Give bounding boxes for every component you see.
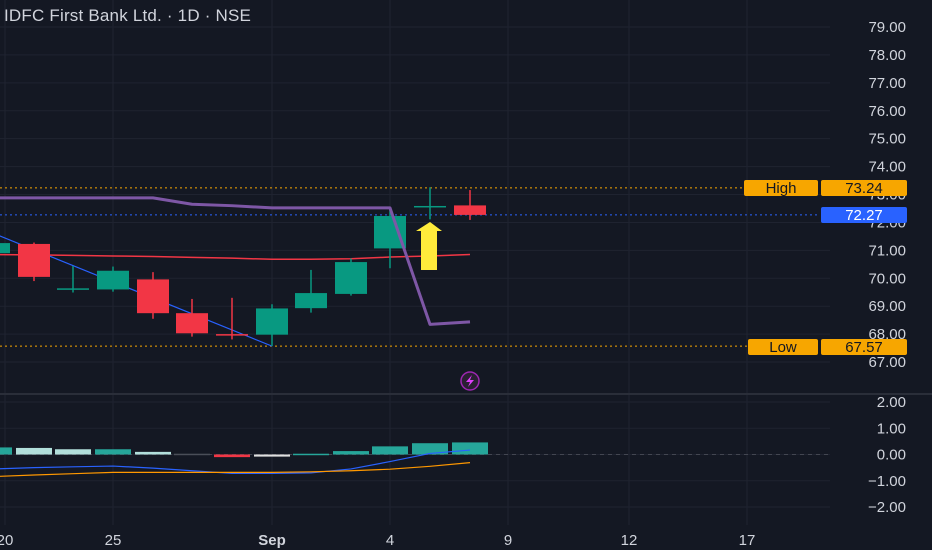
candle-body bbox=[295, 293, 327, 309]
lightning-icon-bolt bbox=[466, 375, 474, 387]
histogram-bar bbox=[452, 442, 488, 455]
histogram-bar bbox=[135, 451, 171, 455]
low-label-bg bbox=[748, 339, 818, 355]
candle bbox=[256, 304, 288, 347]
candle bbox=[295, 269, 327, 313]
low-label-text: Low bbox=[769, 339, 797, 356]
high-label: High bbox=[744, 180, 818, 197]
candle-body bbox=[176, 313, 208, 334]
histogram-bar bbox=[372, 446, 408, 455]
candle-body bbox=[137, 279, 169, 314]
price-axis-label: 70.00 bbox=[868, 270, 906, 287]
histogram-bar bbox=[16, 447, 52, 455]
price-axis-label: 67.00 bbox=[868, 354, 906, 371]
candle bbox=[335, 258, 367, 296]
moving-average-line bbox=[0, 253, 471, 261]
date-axis-label: 9 bbox=[504, 532, 512, 549]
candle-body bbox=[414, 205, 446, 208]
low-value-badge: 67.57 bbox=[821, 339, 907, 356]
histogram-bar bbox=[55, 449, 91, 455]
price-axis-label: 78.00 bbox=[868, 47, 906, 64]
last-price-badge: 72.27 bbox=[821, 207, 907, 224]
histogram-bar bbox=[333, 451, 369, 455]
price-axis-label: 74.00 bbox=[868, 159, 906, 176]
date-axis-label: 12 bbox=[621, 532, 638, 549]
candle-body bbox=[18, 243, 50, 277]
histogram-bar bbox=[95, 449, 131, 455]
low-label: Low bbox=[748, 339, 818, 356]
price-axis-label: 76.00 bbox=[868, 103, 906, 120]
candle-body bbox=[216, 334, 248, 336]
low-value-badge-bg bbox=[821, 339, 907, 355]
candle bbox=[414, 187, 446, 220]
indicator-axis-label: 1.00 bbox=[877, 420, 906, 437]
high-value-badge: 73.24 bbox=[821, 180, 907, 197]
price-axis-label: 69.00 bbox=[868, 298, 906, 315]
date-axis-label: 25 bbox=[105, 532, 122, 549]
indicator-axis-label: 2.00 bbox=[877, 394, 906, 411]
price-axis-label: 79.00 bbox=[868, 19, 906, 36]
price-axis-label: 68.00 bbox=[868, 326, 906, 343]
signal-line bbox=[0, 462, 471, 477]
date-axis-label: Sep bbox=[258, 532, 286, 549]
indicator-axis-label: −1.00 bbox=[868, 473, 906, 490]
candle bbox=[18, 242, 50, 282]
chart-title: IDFC First Bank Ltd. · 1D · NSE bbox=[4, 6, 252, 25]
date-axis-label: 20 bbox=[0, 532, 13, 549]
high-value-badge-bg bbox=[821, 180, 907, 196]
histogram-bar bbox=[0, 447, 12, 455]
high-label-bg bbox=[744, 180, 818, 196]
histogram-bar bbox=[214, 454, 250, 458]
high-label-text: High bbox=[766, 180, 797, 197]
last-price-badge-bg bbox=[821, 207, 907, 223]
candle bbox=[0, 243, 10, 254]
high-value-badge-text: 73.24 bbox=[845, 180, 883, 197]
candle-body bbox=[0, 243, 10, 254]
low-value-badge-text: 67.57 bbox=[845, 339, 883, 356]
candle-body bbox=[335, 262, 367, 294]
candle bbox=[454, 190, 486, 220]
date-axis-label: 4 bbox=[386, 532, 394, 549]
lightning-icon bbox=[460, 371, 480, 391]
histogram-bar bbox=[293, 453, 329, 456]
indicator-axis-label: 0.00 bbox=[877, 447, 906, 464]
candle bbox=[97, 266, 129, 292]
price-axis-label: 71.00 bbox=[868, 242, 906, 259]
date-axis-label: 17 bbox=[739, 532, 756, 549]
histogram-bar bbox=[174, 453, 210, 456]
candle-body bbox=[97, 270, 129, 290]
last-price-badge-text: 72.27 bbox=[845, 207, 883, 224]
histogram-bar bbox=[412, 443, 448, 455]
candle bbox=[176, 298, 208, 337]
candle bbox=[137, 272, 169, 319]
candle bbox=[216, 297, 248, 340]
candle-body bbox=[57, 288, 89, 290]
upper-band-line bbox=[0, 196, 471, 326]
candle-body bbox=[454, 205, 486, 215]
histogram-bar bbox=[254, 454, 290, 457]
arrow-up-icon bbox=[416, 222, 442, 270]
price-axis-label: 75.00 bbox=[868, 131, 906, 148]
indicator-axis-label: −2.00 bbox=[868, 499, 906, 516]
candle bbox=[57, 265, 89, 293]
macd-line bbox=[0, 449, 471, 474]
candle-body bbox=[256, 308, 288, 335]
price-axis-label: 77.00 bbox=[868, 75, 906, 92]
